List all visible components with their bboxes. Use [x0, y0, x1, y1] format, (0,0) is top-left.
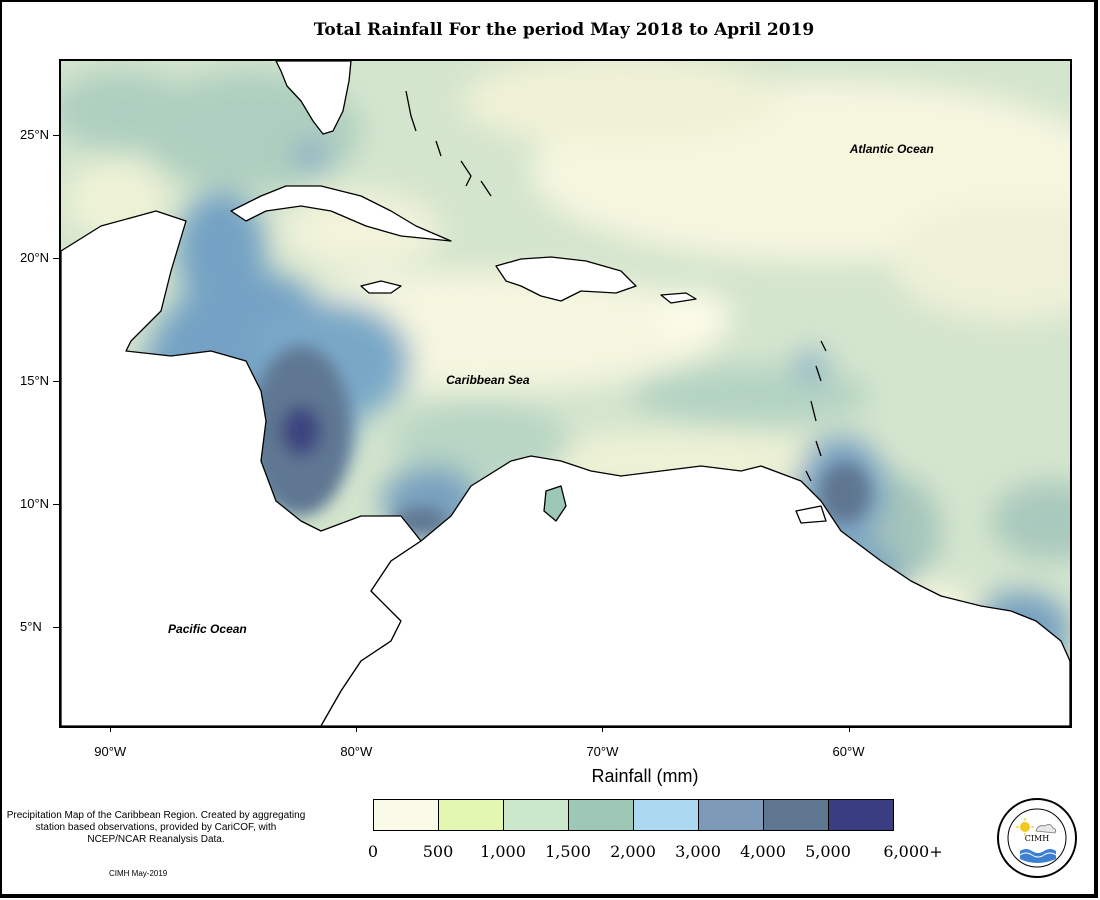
legend-swatch [439, 800, 504, 830]
x-tick-mark [848, 726, 850, 732]
land-trinidad [795, 505, 827, 524]
y-tick-label: 5°N [20, 619, 42, 635]
ocean-label: Atlantic Ocean [849, 141, 934, 156]
y-tick-label: 10°N [20, 496, 50, 512]
legend-swatch [829, 800, 893, 830]
y-tick-label: 15°N [20, 373, 50, 389]
legend-label: 3,000 [675, 842, 721, 861]
legend-label: 500 [422, 842, 454, 861]
legend-color-bar [373, 799, 894, 831]
y-tick-label: 25°N [20, 126, 50, 142]
y-tick-mark [53, 258, 59, 260]
legend-label: 5,000 [805, 842, 851, 861]
legend-swatch [569, 800, 634, 830]
x-tick-mark [110, 726, 112, 732]
ocean-label: Caribbean Sea [446, 373, 530, 388]
map-canvas [61, 61, 1070, 726]
land-puerto-rico [660, 292, 697, 304]
y-tick-mark [53, 381, 59, 383]
legend-swatch [504, 800, 569, 830]
map-area [59, 59, 1072, 728]
x-tick-mark [602, 726, 604, 732]
legend-title: Rainfall (mm) [591, 766, 699, 786]
legend-label: 0 [367, 842, 379, 861]
x-tick-label: 60°W [832, 744, 865, 759]
legend-label: 2,000 [610, 842, 656, 861]
ocean-label: Pacific Ocean [168, 621, 247, 636]
legend-label: 1,000 [480, 842, 526, 861]
legend-swatch [374, 800, 439, 830]
legend-swatch [634, 800, 699, 830]
credit-text: CIMH May-2019 [109, 869, 168, 878]
x-tick-mark [356, 726, 358, 732]
legend-label: 1,500 [545, 842, 591, 861]
x-tick-label: 90°W [94, 744, 127, 759]
land-lesser-antilles [805, 340, 827, 482]
legend-label: 6,000+ [883, 842, 943, 861]
legend-swatch [699, 800, 764, 830]
land-jamaica [360, 280, 402, 294]
y-tick-mark [53, 504, 59, 506]
x-tick-label: 70°W [586, 744, 619, 759]
x-tick-label: 80°W [340, 744, 373, 759]
map-note: Precipitation Map of the Caribbean Regio… [6, 810, 306, 845]
y-tick-mark [53, 134, 59, 136]
landmasses [61, 61, 1070, 726]
cimh-logo-icon [997, 798, 1077, 878]
land-cuba [230, 185, 452, 242]
y-tick-mark [53, 627, 59, 629]
logo-text: CIMH [1024, 834, 1050, 843]
land-lake-maracaibo [543, 485, 567, 522]
land-bahamas [405, 90, 492, 197]
land-hispaniola [495, 256, 637, 302]
y-tick-label: 20°N [20, 250, 50, 266]
legend-label: 4,000 [740, 842, 786, 861]
land-south-america [320, 455, 1070, 726]
legend-swatch [764, 800, 829, 830]
map-title: Total Rainfall For the period May 2018 t… [313, 20, 815, 40]
land-florida [275, 61, 352, 135]
